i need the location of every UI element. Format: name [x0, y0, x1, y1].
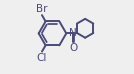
Text: Cl: Cl [37, 53, 47, 63]
Text: Br: Br [36, 4, 47, 14]
Text: O: O [70, 43, 78, 53]
Text: N: N [69, 28, 77, 38]
